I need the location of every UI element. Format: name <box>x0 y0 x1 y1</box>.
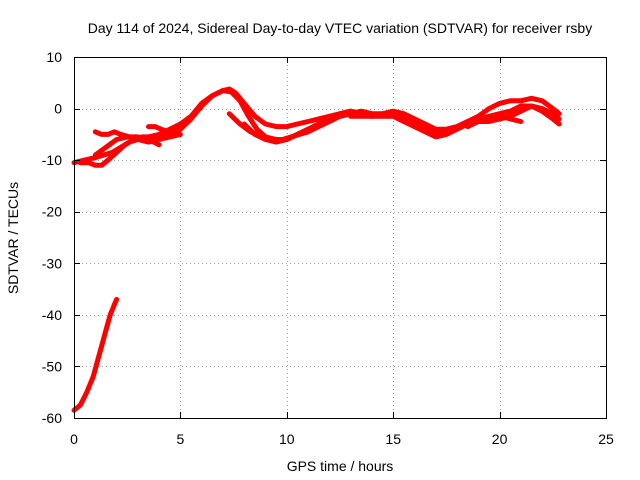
x-tick-label: 25 <box>598 431 614 447</box>
y-axis-ticks: -60 -50 -40 -30 -20 -10 0 10 <box>42 49 606 426</box>
y-tick-label: 10 <box>46 49 62 65</box>
series-steep-rise <box>71 296 120 413</box>
x-tick-label: 0 <box>70 431 78 447</box>
x-axis-label: GPS time / hours <box>287 458 394 474</box>
x-tick-label: 15 <box>385 431 401 447</box>
y-tick-label: -30 <box>42 255 62 271</box>
plot-frame <box>74 57 607 419</box>
series-track-i <box>465 113 524 130</box>
y-tick-label: -60 <box>42 410 62 426</box>
x-tick-label: 5 <box>177 431 185 447</box>
y-tick-label: -40 <box>42 307 62 323</box>
y-axis-label: SDTVAR / TECUs <box>5 182 21 294</box>
x-axis-ticks: 0 5 10 15 20 25 <box>70 57 614 447</box>
series-track-h <box>348 95 562 132</box>
series-track-e <box>146 124 177 137</box>
y-tick-label: -10 <box>42 152 62 168</box>
x-tick-label: 10 <box>279 431 295 447</box>
series-track-d <box>92 134 162 158</box>
series-track-g <box>241 103 562 145</box>
chart-title: Day 114 of 2024, Sidereal Day-to-day VTE… <box>88 20 592 36</box>
y-tick-label: -20 <box>42 204 62 220</box>
y-tick-label: 0 <box>54 101 62 117</box>
x-tick-label: 20 <box>492 431 508 447</box>
y-tick-label: -50 <box>42 358 62 374</box>
series-group <box>71 86 562 413</box>
